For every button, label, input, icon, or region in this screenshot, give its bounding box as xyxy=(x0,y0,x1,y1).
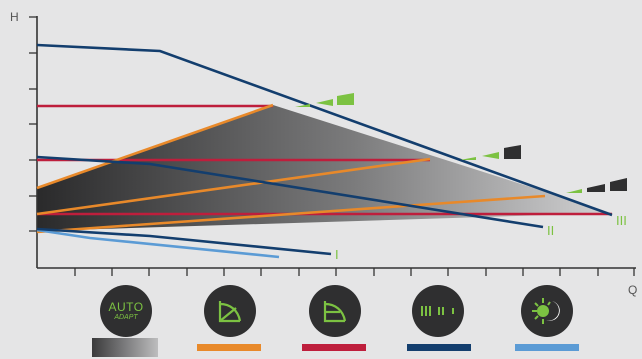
constant-curve-II xyxy=(36,155,544,229)
autoadapt-button[interactable]: AUTO ADAPT xyxy=(100,285,152,337)
legend-proportional-pressure xyxy=(197,344,261,351)
speed-indicator-low xyxy=(566,178,627,193)
curve-label-low: I xyxy=(335,247,339,262)
proportional-pressure-icon xyxy=(218,301,242,323)
constant-curve-button[interactable] xyxy=(412,285,464,337)
proportional-pressure-button[interactable] xyxy=(204,285,256,337)
speed-indicator-mid xyxy=(460,145,521,160)
y-axis-label: H xyxy=(10,10,19,24)
constant-curve-III xyxy=(36,43,613,217)
legend-constant-curve xyxy=(407,344,471,351)
night-mode-button[interactable] xyxy=(521,285,573,337)
y-ticks xyxy=(29,16,37,232)
constant-pressure-button[interactable] xyxy=(309,285,361,337)
x-ticks xyxy=(74,268,635,276)
x-axis-label: Q xyxy=(628,283,637,297)
night-mode-icon xyxy=(532,298,560,324)
legend-constant-pressure xyxy=(302,344,366,351)
speed-indicator-high xyxy=(295,93,354,107)
constant-curve-I xyxy=(36,227,332,256)
autoadapt-area xyxy=(37,105,612,231)
constant-curve-icon xyxy=(421,306,454,316)
legend-night-mode xyxy=(515,344,579,351)
autoadapt-logo: AUTO ADAPT xyxy=(108,301,143,321)
legend-autoadapt xyxy=(92,338,158,357)
night-mode-curve xyxy=(36,228,280,259)
constant-pressure-icon xyxy=(323,301,347,323)
proportional-pressure-curves xyxy=(36,103,546,234)
constant-curves xyxy=(36,43,613,256)
autoadapt-line2: ADAPT xyxy=(114,314,138,321)
autoadapt-line1: AUTO xyxy=(108,300,144,314)
curve-label-high: III xyxy=(616,213,627,228)
curve-label-mid: II xyxy=(547,223,554,238)
